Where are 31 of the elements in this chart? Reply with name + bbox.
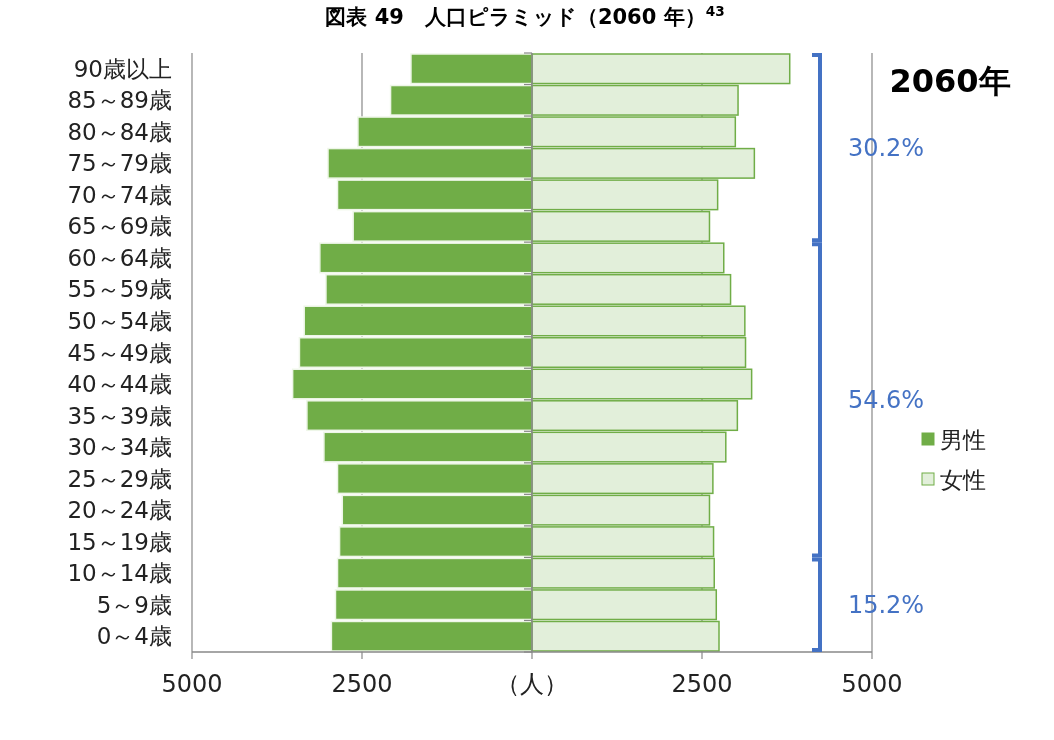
y-tick-label: 45～49歳 bbox=[67, 339, 172, 366]
y-tick-label: 0～4歳 bbox=[96, 623, 172, 650]
y-tick-label: 35～39歳 bbox=[67, 402, 172, 429]
x-tick-label: 5000 bbox=[841, 670, 903, 698]
x-tick-label: 2500 bbox=[331, 670, 393, 698]
y-tick-label: 5～9歳 bbox=[96, 591, 172, 618]
annotation: 30.2% bbox=[847, 133, 925, 162]
y-tick-label: 55～59歳 bbox=[67, 276, 172, 303]
legend-label: 女性 bbox=[940, 467, 986, 493]
chart-title: 図表 49 人口ピラミッド（2060 年）$^{43}$ bbox=[325, 3, 725, 29]
y-tick-label: 25～29歳 bbox=[67, 465, 172, 492]
y-tick-label: 10～14歳 bbox=[67, 560, 172, 587]
y-tick-label: 30～34歳 bbox=[67, 434, 172, 461]
y-tick-label: 75～79歳 bbox=[67, 150, 172, 177]
x-tick-label: 5000 bbox=[161, 670, 223, 698]
y-tick-label: 70～74歳 bbox=[67, 181, 172, 208]
y-tick-label: 85～89歳 bbox=[67, 87, 172, 114]
x-tick-label: 2500 bbox=[671, 670, 733, 698]
y-tick-label: 90歳以上 bbox=[73, 55, 172, 82]
annotation: 54.6% bbox=[847, 385, 925, 414]
y-tick-label: 20～24歳 bbox=[67, 497, 172, 524]
y-tick-label: 40～44歳 bbox=[67, 371, 172, 398]
legend-label: 男性 bbox=[940, 427, 986, 453]
annotation: 15.2% bbox=[847, 590, 925, 619]
y-tick-label: 60～64歳 bbox=[67, 244, 172, 271]
y-tick-label: 65～69歳 bbox=[67, 213, 172, 240]
text: 2060年 bbox=[889, 62, 1011, 100]
y-tick-label: 80～84歳 bbox=[67, 118, 172, 145]
y-tick-label: 50～54歳 bbox=[67, 307, 172, 334]
x-tick-label: （人） bbox=[496, 670, 568, 698]
y-tick-label: 15～19歳 bbox=[67, 528, 172, 555]
